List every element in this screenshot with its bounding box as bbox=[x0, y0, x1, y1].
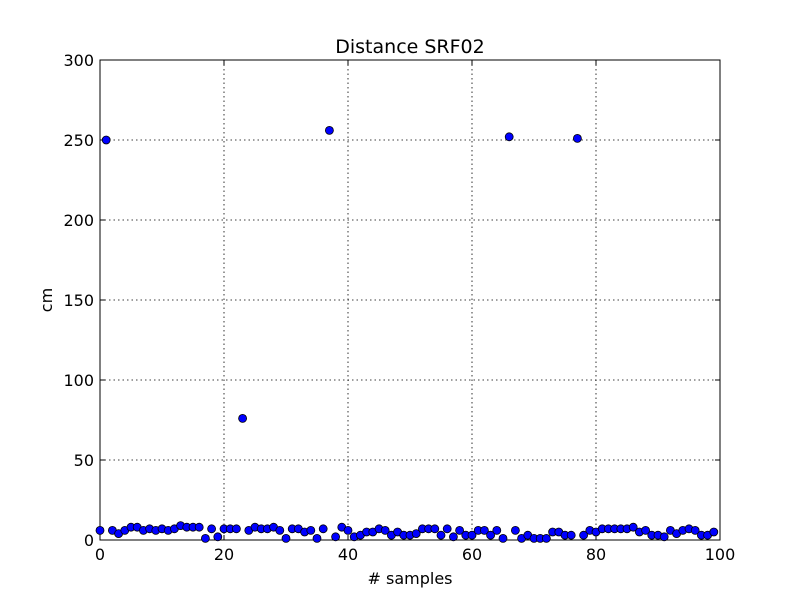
data-point bbox=[200, 534, 210, 543]
data-points bbox=[95, 125, 719, 543]
data-point bbox=[411, 529, 421, 538]
data-point bbox=[343, 526, 353, 535]
data-point bbox=[312, 534, 322, 543]
y-tick-label: 50 bbox=[74, 451, 94, 470]
data-point bbox=[430, 524, 440, 534]
data-point bbox=[492, 526, 502, 535]
x-tick-label: 60 bbox=[462, 545, 482, 564]
data-point bbox=[231, 524, 241, 534]
grid bbox=[100, 60, 720, 540]
y-tick-label: 100 bbox=[63, 371, 94, 390]
x-tick-label: 20 bbox=[214, 545, 234, 564]
axis-ticks: 0 20 40 60 80 100 0 50 100 150 200 250 300 bbox=[63, 51, 735, 564]
plot-area bbox=[100, 60, 720, 540]
data-point bbox=[275, 526, 285, 535]
data-point bbox=[95, 526, 105, 535]
y-tick-label: 0 bbox=[84, 531, 94, 550]
y-axis-label: cm bbox=[37, 288, 56, 312]
data-point bbox=[324, 125, 334, 135]
data-point bbox=[448, 532, 458, 542]
x-tick-label: 80 bbox=[586, 545, 606, 564]
x-axis-label: # samples bbox=[368, 569, 453, 588]
data-point bbox=[504, 132, 514, 142]
data-point bbox=[281, 534, 291, 543]
data-point bbox=[380, 526, 390, 535]
data-point bbox=[573, 133, 582, 143]
data-point bbox=[213, 532, 223, 542]
x-tick-label: 100 bbox=[705, 545, 736, 564]
data-point bbox=[542, 534, 551, 543]
y-tick-label: 250 bbox=[63, 131, 94, 150]
data-point bbox=[331, 532, 341, 542]
data-point bbox=[641, 526, 650, 535]
data-point bbox=[238, 413, 248, 423]
plot-frame bbox=[99, 59, 721, 541]
data-point bbox=[467, 530, 477, 540]
data-point bbox=[455, 526, 465, 535]
data-point bbox=[306, 526, 316, 535]
data-point bbox=[566, 530, 576, 540]
x-tick-label: 40 bbox=[338, 545, 358, 564]
data-point bbox=[318, 524, 328, 534]
data-point bbox=[436, 530, 446, 540]
data-point bbox=[207, 524, 217, 534]
data-point bbox=[690, 526, 700, 535]
data-point bbox=[709, 527, 719, 537]
data-point bbox=[479, 526, 489, 535]
data-point bbox=[628, 522, 638, 532]
data-point bbox=[101, 135, 111, 145]
data-point bbox=[442, 524, 452, 534]
data-point bbox=[486, 530, 496, 540]
y-tick-label: 200 bbox=[63, 211, 94, 230]
data-point bbox=[194, 522, 204, 532]
data-point bbox=[498, 534, 508, 543]
chart-title: Distance SRF02 bbox=[335, 36, 485, 58]
x-tick-label: 0 bbox=[95, 545, 105, 564]
data-point bbox=[659, 532, 669, 542]
data-point bbox=[579, 530, 588, 540]
data-point bbox=[511, 526, 520, 535]
y-tick-label: 150 bbox=[63, 291, 94, 310]
y-tick-label: 300 bbox=[63, 51, 94, 70]
